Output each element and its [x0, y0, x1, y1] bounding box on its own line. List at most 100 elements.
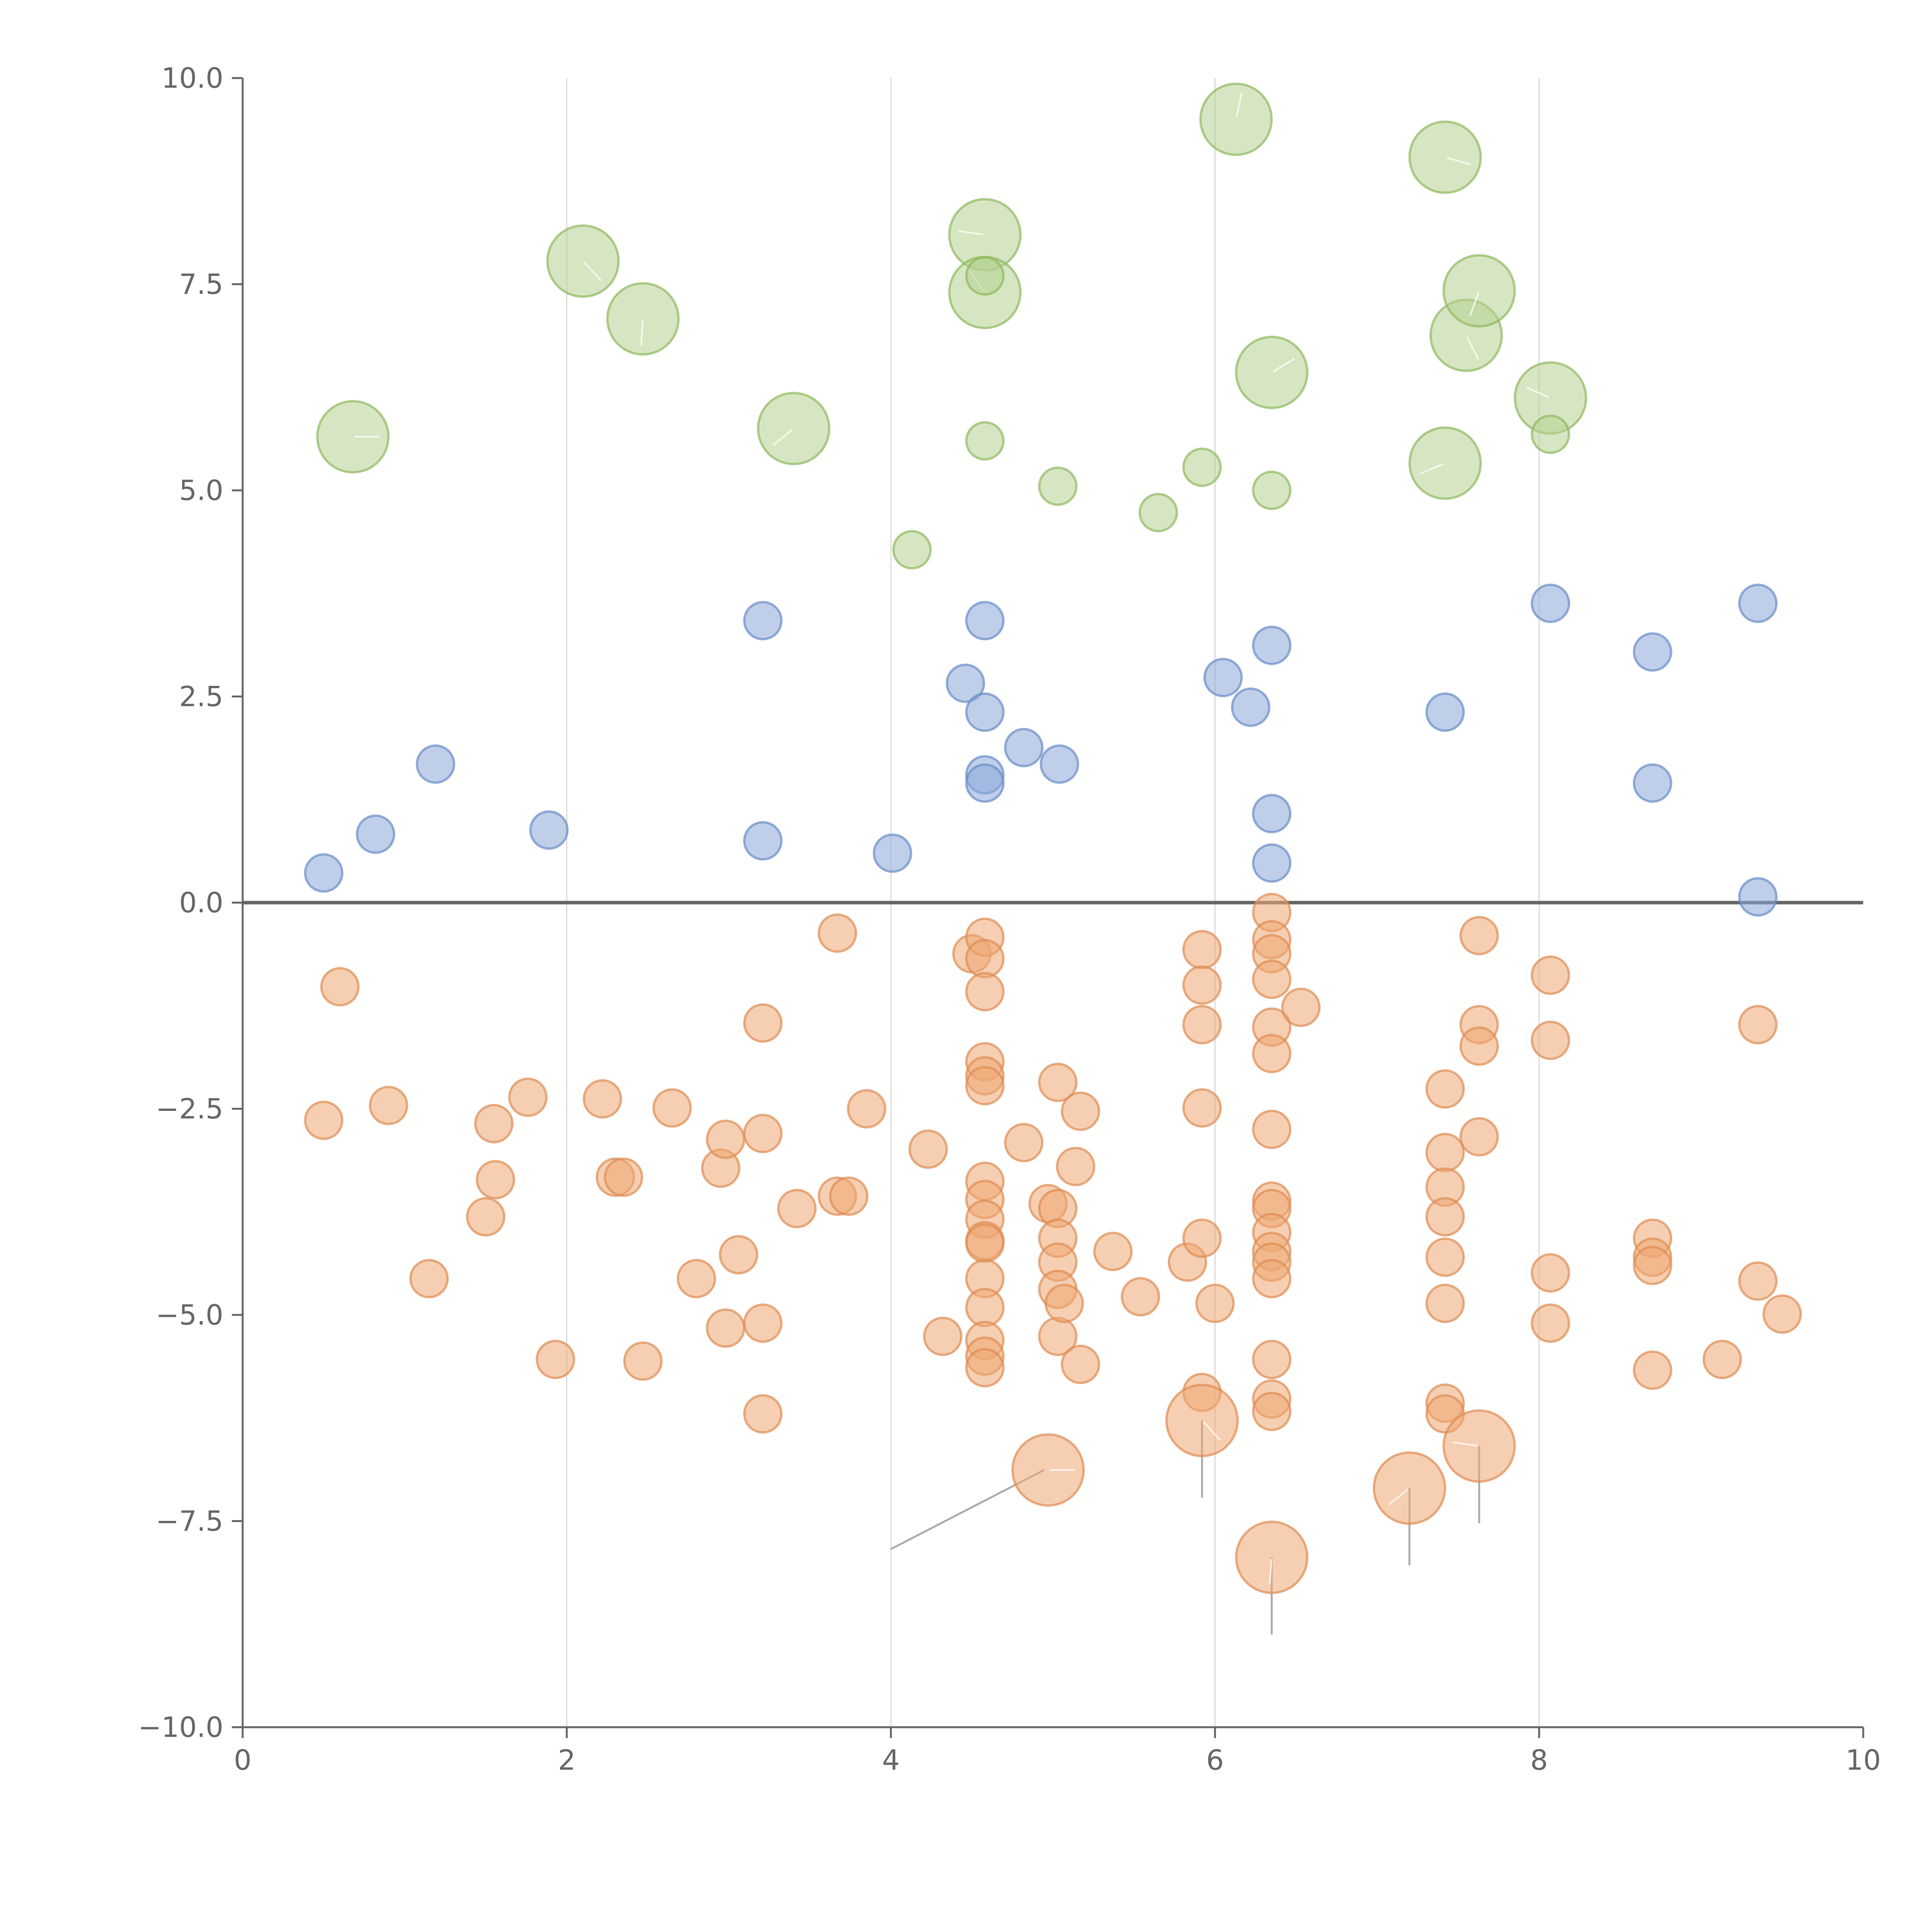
small-orange-point — [847, 1089, 886, 1129]
small-orange-point — [743, 1394, 783, 1434]
large-green-point — [606, 282, 680, 356]
small-orange-point — [965, 972, 1005, 1012]
large-orange-point — [1442, 1409, 1516, 1483]
large-orange-inner-mark — [1452, 1441, 1478, 1447]
small-orange-point — [1459, 916, 1499, 956]
x-tick-label: 10 — [1845, 1744, 1881, 1776]
blue-point — [1738, 877, 1778, 917]
small-orange-point — [466, 1197, 506, 1237]
blue-point — [743, 601, 783, 641]
small-orange-point — [476, 1160, 515, 1200]
small-orange-point — [1252, 1340, 1292, 1379]
small-orange-point — [818, 913, 857, 953]
blue-point — [1231, 687, 1270, 727]
blue-point — [1633, 632, 1672, 672]
blue-point — [355, 814, 395, 854]
small-orange-point — [1061, 1345, 1100, 1384]
blue-point — [1004, 728, 1044, 767]
x-tick-label: 8 — [1530, 1744, 1548, 1776]
small-orange-point — [923, 1316, 963, 1356]
large-green-point — [316, 400, 390, 474]
small-orange-point — [1252, 1259, 1292, 1299]
small-green-point — [965, 256, 1005, 296]
large-green-inner-mark — [772, 429, 793, 446]
small-orange-point — [1195, 1284, 1235, 1323]
blue-point — [1039, 744, 1079, 784]
large-orange-inner-mark — [1269, 1559, 1272, 1584]
large-green-point — [546, 224, 620, 298]
small-orange-point — [604, 1157, 643, 1197]
small-orange-point — [652, 1088, 692, 1128]
small-orange-point — [1252, 1034, 1292, 1073]
small-orange-point — [1093, 1231, 1133, 1271]
small-orange-point — [1531, 1020, 1570, 1060]
small-orange-point — [706, 1308, 745, 1348]
small-orange-point — [1531, 955, 1570, 995]
small-orange-point — [1459, 1026, 1499, 1066]
small-orange-point — [508, 1077, 548, 1117]
large-green-inner-mark — [1446, 157, 1471, 165]
small-orange-point — [1182, 1218, 1222, 1258]
small-green-point — [1182, 447, 1222, 487]
blue-point — [872, 833, 912, 873]
blue-point — [1738, 583, 1778, 623]
small-orange-point — [1702, 1340, 1742, 1379]
large-green-inner-mark — [1273, 358, 1295, 372]
blue-point — [1252, 626, 1292, 665]
small-orange-point — [829, 1176, 869, 1216]
small-orange-point — [1633, 1350, 1672, 1390]
blue-point — [416, 744, 456, 784]
small-orange-point — [1762, 1294, 1802, 1334]
small-orange-point — [1252, 1109, 1292, 1149]
small-green-point — [892, 530, 932, 570]
small-orange-point — [1182, 1088, 1222, 1128]
small-orange-point — [304, 1100, 344, 1140]
large-green-inner-mark — [1466, 336, 1479, 360]
y-tick-label: −10.0 — [138, 1711, 223, 1743]
large-green-inner-mark — [958, 230, 983, 235]
axis-layer — [232, 77, 1864, 1738]
small-orange-point — [583, 1079, 622, 1119]
blue-point — [743, 821, 783, 861]
blue-point — [1252, 794, 1292, 833]
small-orange-point — [743, 1303, 783, 1343]
large-orange-point — [1165, 1384, 1239, 1458]
small-orange-point — [1531, 1253, 1570, 1293]
small-orange-point — [1738, 1261, 1778, 1301]
small-orange-point — [1425, 1237, 1465, 1277]
small-green-point — [1038, 466, 1078, 506]
x-tick-label: 2 — [558, 1744, 576, 1776]
small-orange-point — [1121, 1277, 1160, 1317]
small-orange-point — [1459, 1117, 1499, 1157]
blue-point — [1531, 583, 1570, 623]
small-orange-point — [1252, 1391, 1292, 1431]
y-tick-label: 10.0 — [162, 62, 223, 94]
small-green-point — [965, 421, 1005, 461]
large-green-inner-mark — [1420, 463, 1444, 474]
small-green-point — [1138, 493, 1178, 532]
large-green-point — [1408, 426, 1482, 500]
tick-label-layer: 10.0 7.5 5.0 2.5 0.0 −2.5 −5.0 −7.5 −10.0 0 2 4 6 8 10 — [138, 62, 1881, 1776]
small-orange-point — [474, 1104, 514, 1143]
small-orange-point — [1531, 1303, 1570, 1343]
large-orange-point — [1011, 1433, 1085, 1507]
small-orange-point — [623, 1341, 663, 1381]
small-orange-point — [1182, 930, 1222, 969]
large-green-point — [1235, 335, 1309, 409]
small-orange-point — [743, 1003, 783, 1043]
large-orange-inner-mark — [1202, 1421, 1221, 1440]
small-orange-point — [1038, 1063, 1078, 1102]
large-green-inner-mark — [1526, 386, 1549, 398]
blue-point — [1425, 692, 1465, 732]
small-orange-point — [777, 1189, 817, 1228]
small-orange-point — [719, 1235, 759, 1275]
small-orange-point — [965, 1348, 1005, 1388]
blue-point — [529, 810, 569, 850]
small-orange-point — [908, 1129, 948, 1169]
blue-point — [965, 763, 1005, 803]
small-orange-point — [1252, 959, 1292, 999]
large-orange-inner-mark — [1388, 1488, 1409, 1506]
small-green-point — [1252, 471, 1292, 510]
large-green-point — [1408, 120, 1482, 194]
